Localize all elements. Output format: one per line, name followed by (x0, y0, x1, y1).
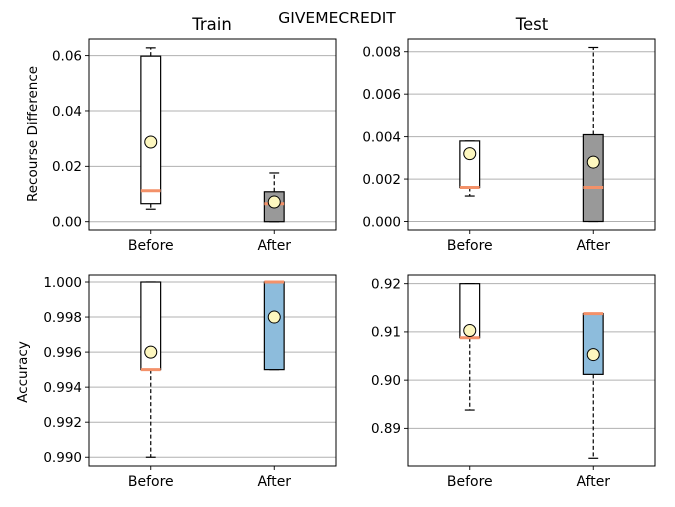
column-title-train: Train (191, 15, 232, 34)
panel-recourse-difference-train-xtick-label-after: After (257, 238, 291, 254)
row-label-recourse-difference: Recourse Difference (25, 66, 41, 202)
panel-recourse-difference-test-ytick-label: 0.008 (362, 45, 401, 61)
panel-recourse-difference-test-box-after-mean-marker (586, 155, 600, 169)
panel-accuracy-train-box-after-mean-marker (267, 310, 281, 324)
panel-recourse-difference-train-box-before (140, 47, 162, 210)
panel-recourse-difference-test: 0.000 0.002 0.004 0.006 0.008 Before After (362, 38, 656, 254)
panel-recourse-difference-test-ytick-label: 0.000 (362, 214, 401, 230)
panel-accuracy-test-frame (407, 274, 656, 467)
panel-recourse-difference-train-ytick-label: 0.04 (52, 104, 82, 120)
panel-recourse-difference-train: 0.00 0.02 0.04 0.06 Before After (52, 38, 337, 254)
column-title-test: Test (515, 15, 549, 34)
panel-accuracy-test-ytick-label: 0.90 (371, 373, 401, 389)
panel-accuracy-test-ytick-label: 0.91 (371, 325, 401, 341)
panel-accuracy-train-xtick-label-after: After (257, 474, 291, 490)
panel-recourse-difference-test-box-before-mean-marker (463, 147, 477, 161)
panel-accuracy-test: 0.89 0.90 0.91 0.92 Before After (371, 274, 656, 490)
panel-accuracy-test-ytick-label: 0.92 (371, 276, 401, 292)
panel-accuracy-train-frame (88, 274, 337, 467)
panel-accuracy-train-box-after (263, 280, 285, 371)
panel-accuracy-train-ytick-label: 0.994 (43, 380, 82, 396)
panel-recourse-difference-test-box-before (459, 140, 481, 197)
panel-accuracy-train-ytick-label: 1.000 (43, 275, 82, 291)
panel-accuracy-train: 0.990 0.992 0.994 0.996 0.998 1.000 Before Afte… (43, 274, 337, 490)
panel-accuracy-test-xtick-label-before: Before (447, 474, 493, 490)
panel-recourse-difference-test-xtick-label-after: After (576, 238, 610, 254)
panel-accuracy-train-xtick-label-before: Before (128, 474, 174, 490)
panel-recourse-difference-train-box-after (263, 172, 285, 223)
panel-recourse-difference-test-ytick-label: 0.004 (362, 129, 401, 145)
panel-accuracy-test-box-after (582, 312, 604, 459)
panel-recourse-difference-test-ytick-label: 0.006 (362, 87, 401, 103)
panel-recourse-difference-train-box-before-mean-marker (144, 135, 158, 149)
panel-recourse-difference-test-box-after (582, 46, 604, 223)
panel-recourse-difference-train-ytick-label: 0.02 (52, 159, 82, 175)
panel-recourse-difference-test-xtick-label-before: Before (447, 238, 493, 254)
panel-recourse-difference-test-box-after-iqr-rect (582, 133, 604, 223)
row-label-accuracy: Accuracy (15, 341, 31, 403)
panel-accuracy-train-box-before-mean-marker (144, 345, 158, 359)
panel-accuracy-test-box-before-mean-marker (463, 323, 477, 337)
panel-recourse-difference-test-ytick-label: 0.002 (362, 172, 401, 188)
panel-accuracy-test-xtick-label-after: After (576, 474, 610, 490)
panel-accuracy-train-ytick-label: 0.992 (43, 415, 82, 431)
panel-accuracy-test-box-before (459, 283, 481, 411)
panel-accuracy-test-ytick-label: 0.89 (371, 421, 401, 437)
panel-recourse-difference-train-ytick-label: 0.06 (52, 48, 82, 64)
panel-recourse-difference-train-frame (88, 38, 337, 231)
panel-recourse-difference-test-frame (407, 38, 656, 231)
panel-recourse-difference-train-box-before-iqr-rect (140, 55, 162, 205)
panel-accuracy-test-box-after-iqr-rect (582, 312, 604, 375)
panel-accuracy-train-ytick-label: 0.998 (43, 310, 82, 326)
panel-accuracy-train-box-after-iqr-rect (263, 281, 285, 371)
panel-accuracy-train-box-before (140, 281, 162, 458)
panel-accuracy-train-ytick-label: 0.996 (43, 345, 82, 361)
panel-recourse-difference-train-ytick-label: 0.00 (52, 214, 82, 230)
panel-recourse-difference-train-box-after-mean-marker (267, 195, 281, 209)
figure-title: GIVEMECREDIT (278, 9, 396, 27)
panel-accuracy-test-box-after-mean-marker (586, 348, 600, 362)
panel-recourse-difference-train-xtick-label-before: Before (128, 238, 174, 254)
panel-accuracy-train-ytick-label: 0.990 (43, 450, 82, 466)
